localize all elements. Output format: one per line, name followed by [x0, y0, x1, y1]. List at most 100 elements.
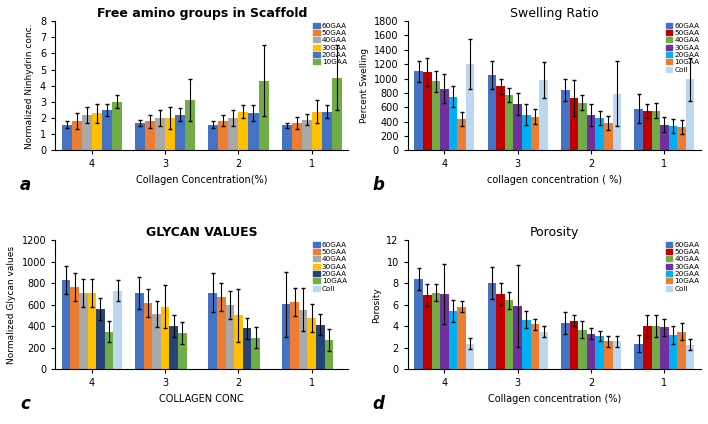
Bar [155, 118, 165, 151]
Legend: 60GAA, 50GAA, 40GAA, 30GAA, 20GAA, 10GAA, Coll: 60GAA, 50GAA, 40GAA, 30GAA, 20GAA, 10GAA… [313, 242, 347, 292]
Bar [440, 89, 449, 151]
Bar [595, 118, 604, 151]
Bar [152, 315, 161, 369]
Bar [432, 293, 440, 369]
Bar [217, 297, 226, 369]
Bar [322, 112, 332, 151]
Bar [258, 81, 268, 151]
Bar [299, 310, 307, 369]
Bar [587, 115, 595, 151]
Bar [570, 98, 578, 151]
Bar [234, 315, 243, 369]
Bar [488, 283, 496, 369]
Bar [135, 293, 144, 369]
Bar [578, 329, 587, 369]
Bar [316, 325, 325, 369]
Y-axis label: Normalized Ninhydrin conc.: Normalized Ninhydrin conc. [25, 23, 34, 148]
Bar [561, 90, 570, 151]
Bar [292, 123, 302, 151]
Y-axis label: Porosity: Porosity [372, 287, 381, 323]
Bar [505, 95, 513, 151]
Bar [634, 109, 643, 151]
Bar [282, 304, 290, 369]
Bar [643, 111, 651, 151]
Bar [414, 279, 423, 369]
Bar [466, 343, 474, 369]
Bar [496, 294, 505, 369]
Title: Porosity: Porosity [530, 226, 579, 239]
Bar [678, 127, 686, 151]
Bar [82, 115, 92, 151]
Bar [595, 336, 604, 369]
Bar [113, 291, 122, 369]
Legend: 60GAA, 50GAA, 40GAA, 30GAA, 20GAA, 10GAA, Coll: 60GAA, 50GAA, 40GAA, 30GAA, 20GAA, 10GAA… [666, 242, 700, 292]
Bar [612, 341, 621, 369]
Bar [92, 113, 102, 151]
Bar [219, 120, 229, 151]
Bar [165, 118, 175, 151]
Bar [72, 121, 82, 151]
Y-axis label: Percent Swelling: Percent Swelling [360, 48, 369, 123]
Bar [208, 293, 217, 369]
Bar [62, 125, 72, 151]
Bar [96, 309, 105, 369]
Bar [102, 110, 112, 151]
Bar [249, 113, 258, 151]
Bar [251, 338, 260, 369]
Bar [604, 341, 612, 369]
Y-axis label: Normalized Glycan values: Normalized Glycan values [7, 246, 16, 364]
Bar [505, 301, 513, 369]
X-axis label: collagen concentration ( %): collagen concentration ( %) [487, 175, 622, 185]
Bar [660, 125, 668, 151]
Bar [440, 294, 449, 369]
Bar [169, 326, 178, 369]
Bar [466, 64, 474, 151]
Bar [634, 343, 643, 369]
Bar [668, 335, 678, 369]
Bar [612, 94, 621, 151]
Bar [432, 81, 440, 151]
X-axis label: COLLAGEN CONC: COLLAGEN CONC [159, 394, 244, 404]
Bar [312, 112, 322, 151]
Text: d: d [372, 395, 384, 413]
Bar [496, 86, 505, 151]
Bar [643, 326, 651, 369]
Bar [302, 120, 312, 151]
Text: a: a [20, 176, 31, 194]
Bar [161, 307, 169, 369]
Bar [226, 305, 234, 369]
Bar [449, 97, 457, 151]
Bar [332, 78, 342, 151]
X-axis label: Collagen Concentration(%): Collagen Concentration(%) [136, 175, 268, 185]
Bar [208, 125, 219, 151]
Bar [175, 115, 185, 151]
Bar [62, 280, 70, 369]
Bar [651, 111, 660, 151]
Bar [660, 327, 668, 369]
Legend: 60GAA, 50GAA, 40GAA, 30GAA, 20GAA, 10GAA, Coll: 60GAA, 50GAA, 40GAA, 30GAA, 20GAA, 10GAA… [666, 22, 700, 73]
Title: Free amino groups in Scaffold: Free amino groups in Scaffold [96, 7, 307, 20]
Bar [457, 119, 466, 151]
Bar [325, 340, 333, 369]
Bar [539, 80, 548, 151]
Bar [135, 123, 145, 151]
Legend: 60GAA, 50GAA, 40GAA, 30GAA, 20GAA, 10GAA: 60GAA, 50GAA, 40GAA, 30GAA, 20GAA, 10GAA [313, 22, 347, 65]
Bar [686, 79, 695, 151]
Bar [686, 345, 695, 369]
Bar [423, 72, 432, 151]
Bar [513, 306, 522, 369]
Bar [290, 302, 299, 369]
Text: b: b [372, 176, 384, 194]
Bar [79, 293, 88, 369]
Bar [604, 123, 612, 151]
Bar [651, 326, 660, 369]
Bar [185, 100, 195, 151]
Bar [678, 332, 686, 369]
Bar [561, 323, 570, 369]
Bar [105, 332, 113, 369]
Title: Swelling Ratio: Swelling Ratio [510, 7, 599, 20]
Bar [530, 117, 539, 151]
Bar [112, 102, 122, 151]
Bar [282, 126, 292, 151]
Bar [578, 103, 587, 151]
